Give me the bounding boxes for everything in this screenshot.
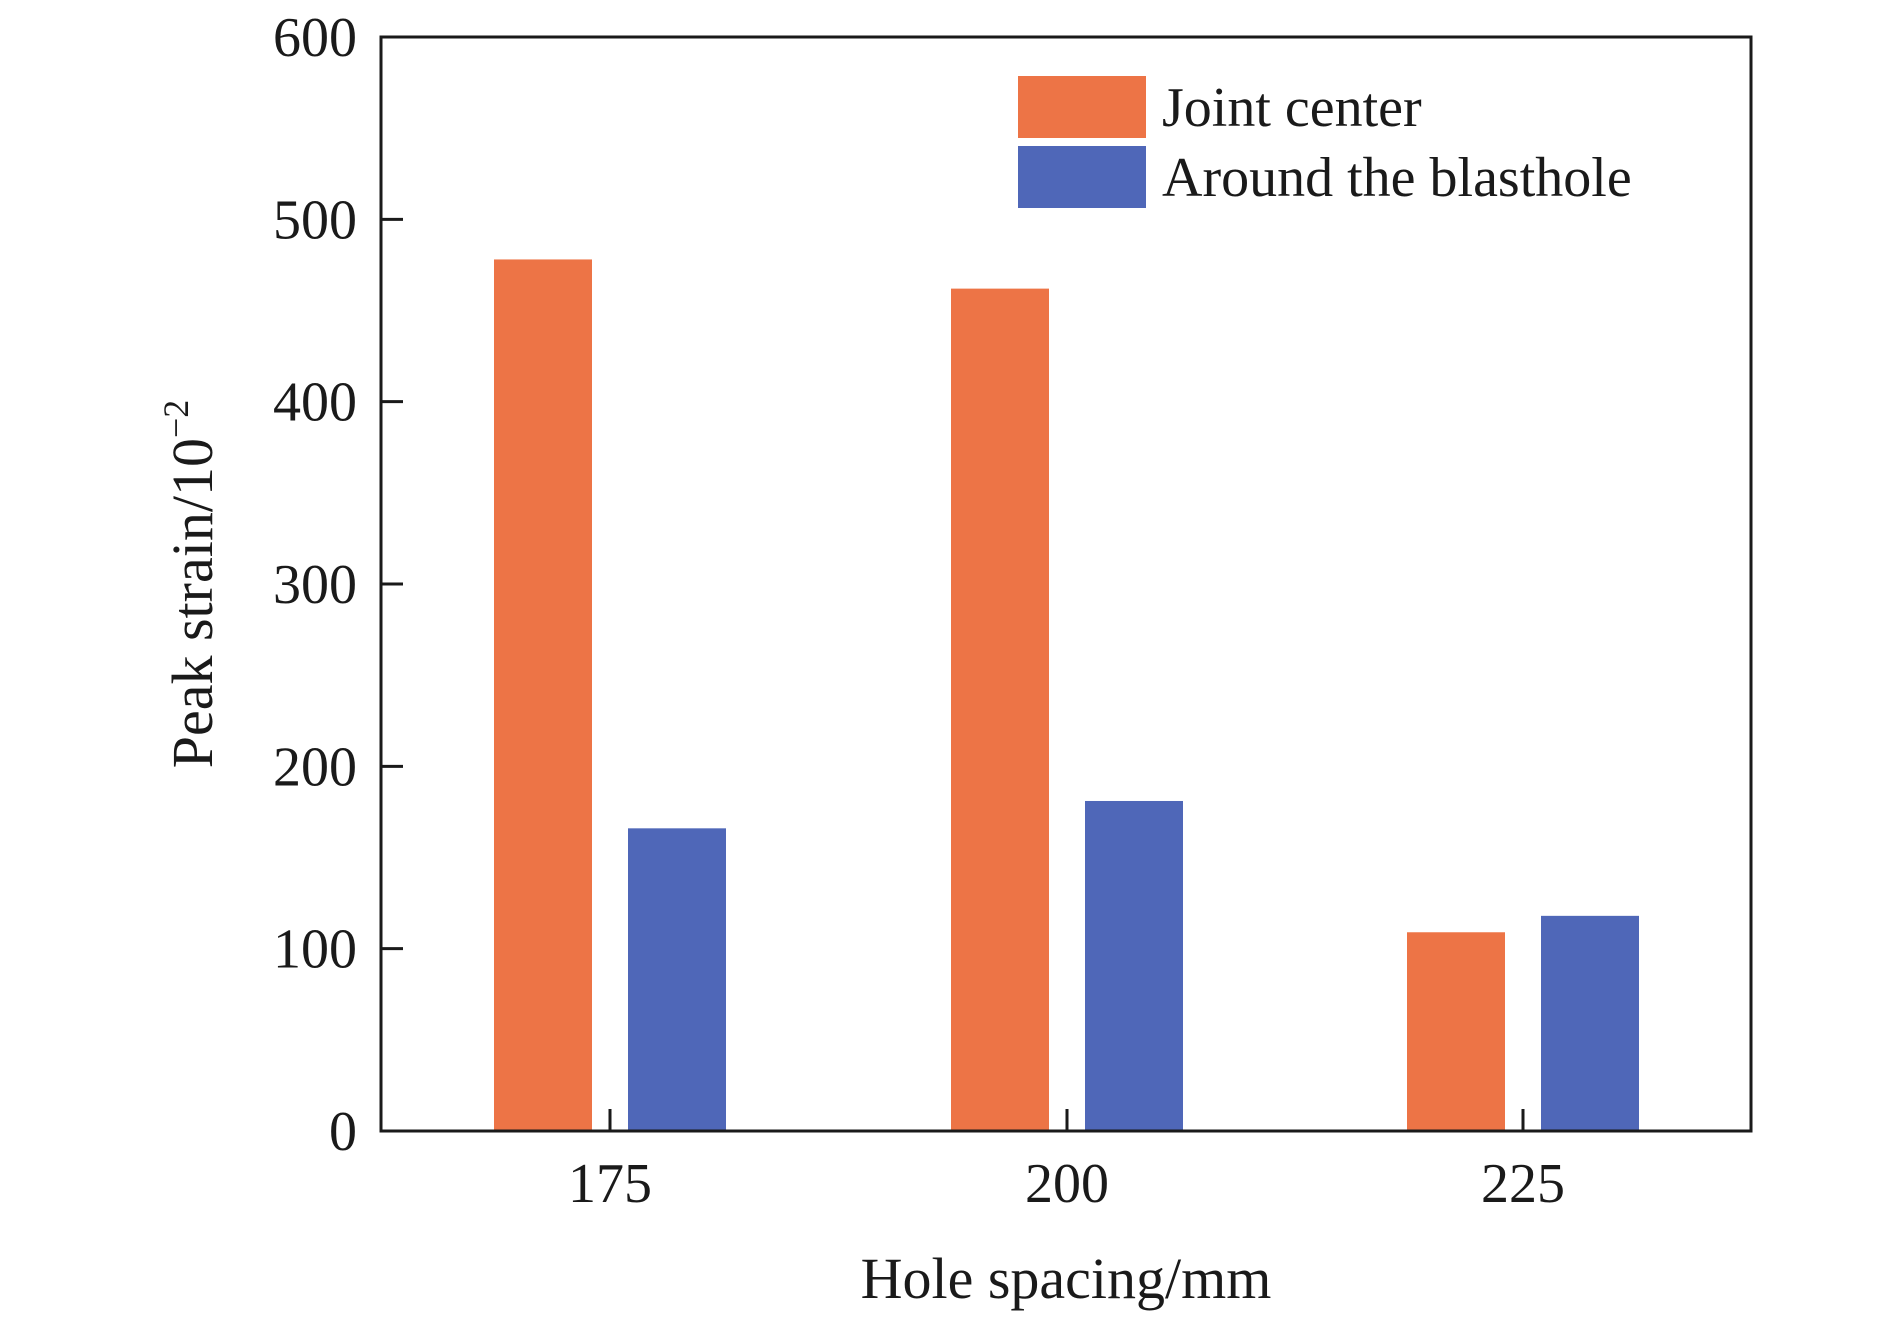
y-tick-label-0: 0 — [329, 1101, 357, 1163]
x-tick-label-175: 175 — [568, 1153, 652, 1215]
x-axis-label: Hole spacing/mm — [861, 1246, 1272, 1311]
x-tick-label-200: 200 — [1025, 1153, 1109, 1215]
y-tick-label-200: 200 — [273, 736, 357, 798]
y-tick-label-400: 400 — [273, 372, 357, 434]
y-axis-label-text: Peak strain/10 — [160, 438, 225, 768]
y-tick-label-500: 500 — [273, 189, 357, 251]
bar-around-the-blasthole-175 — [628, 828, 726, 1131]
y-tick-label-100: 100 — [273, 919, 357, 981]
x-tick-label-225: 225 — [1481, 1153, 1565, 1215]
bar-joint-center-200 — [951, 288, 1049, 1131]
x-tick-labels: 175 200 225 — [568, 1153, 1565, 1215]
y-tick-label-600: 600 — [273, 7, 357, 69]
bar-joint-center-225 — [1407, 932, 1505, 1131]
bars-layer — [494, 259, 1639, 1131]
y-tick-label-300: 300 — [273, 554, 357, 616]
y-axis-label-exponent: −2 — [156, 400, 196, 438]
legend-label-around-the-blasthole: Around the blasthole — [1162, 147, 1632, 209]
bar-joint-center-175 — [494, 259, 592, 1131]
plot-frame — [379, 35, 1753, 1133]
y-tick-labels: 0 100 200 300 400 500 600 — [273, 7, 357, 1163]
bar-around-the-blasthole-200 — [1085, 800, 1183, 1131]
y-axis-label: Peak strain/10−2 — [156, 400, 225, 769]
legend-swatch-joint-center — [1018, 76, 1146, 138]
legend-swatch-around-the-blasthole — [1018, 146, 1146, 208]
legend: Joint center Around the blasthole — [1018, 76, 1632, 209]
legend-label-joint-center: Joint center — [1162, 77, 1422, 139]
bar-around-the-blasthole-225 — [1541, 915, 1639, 1131]
